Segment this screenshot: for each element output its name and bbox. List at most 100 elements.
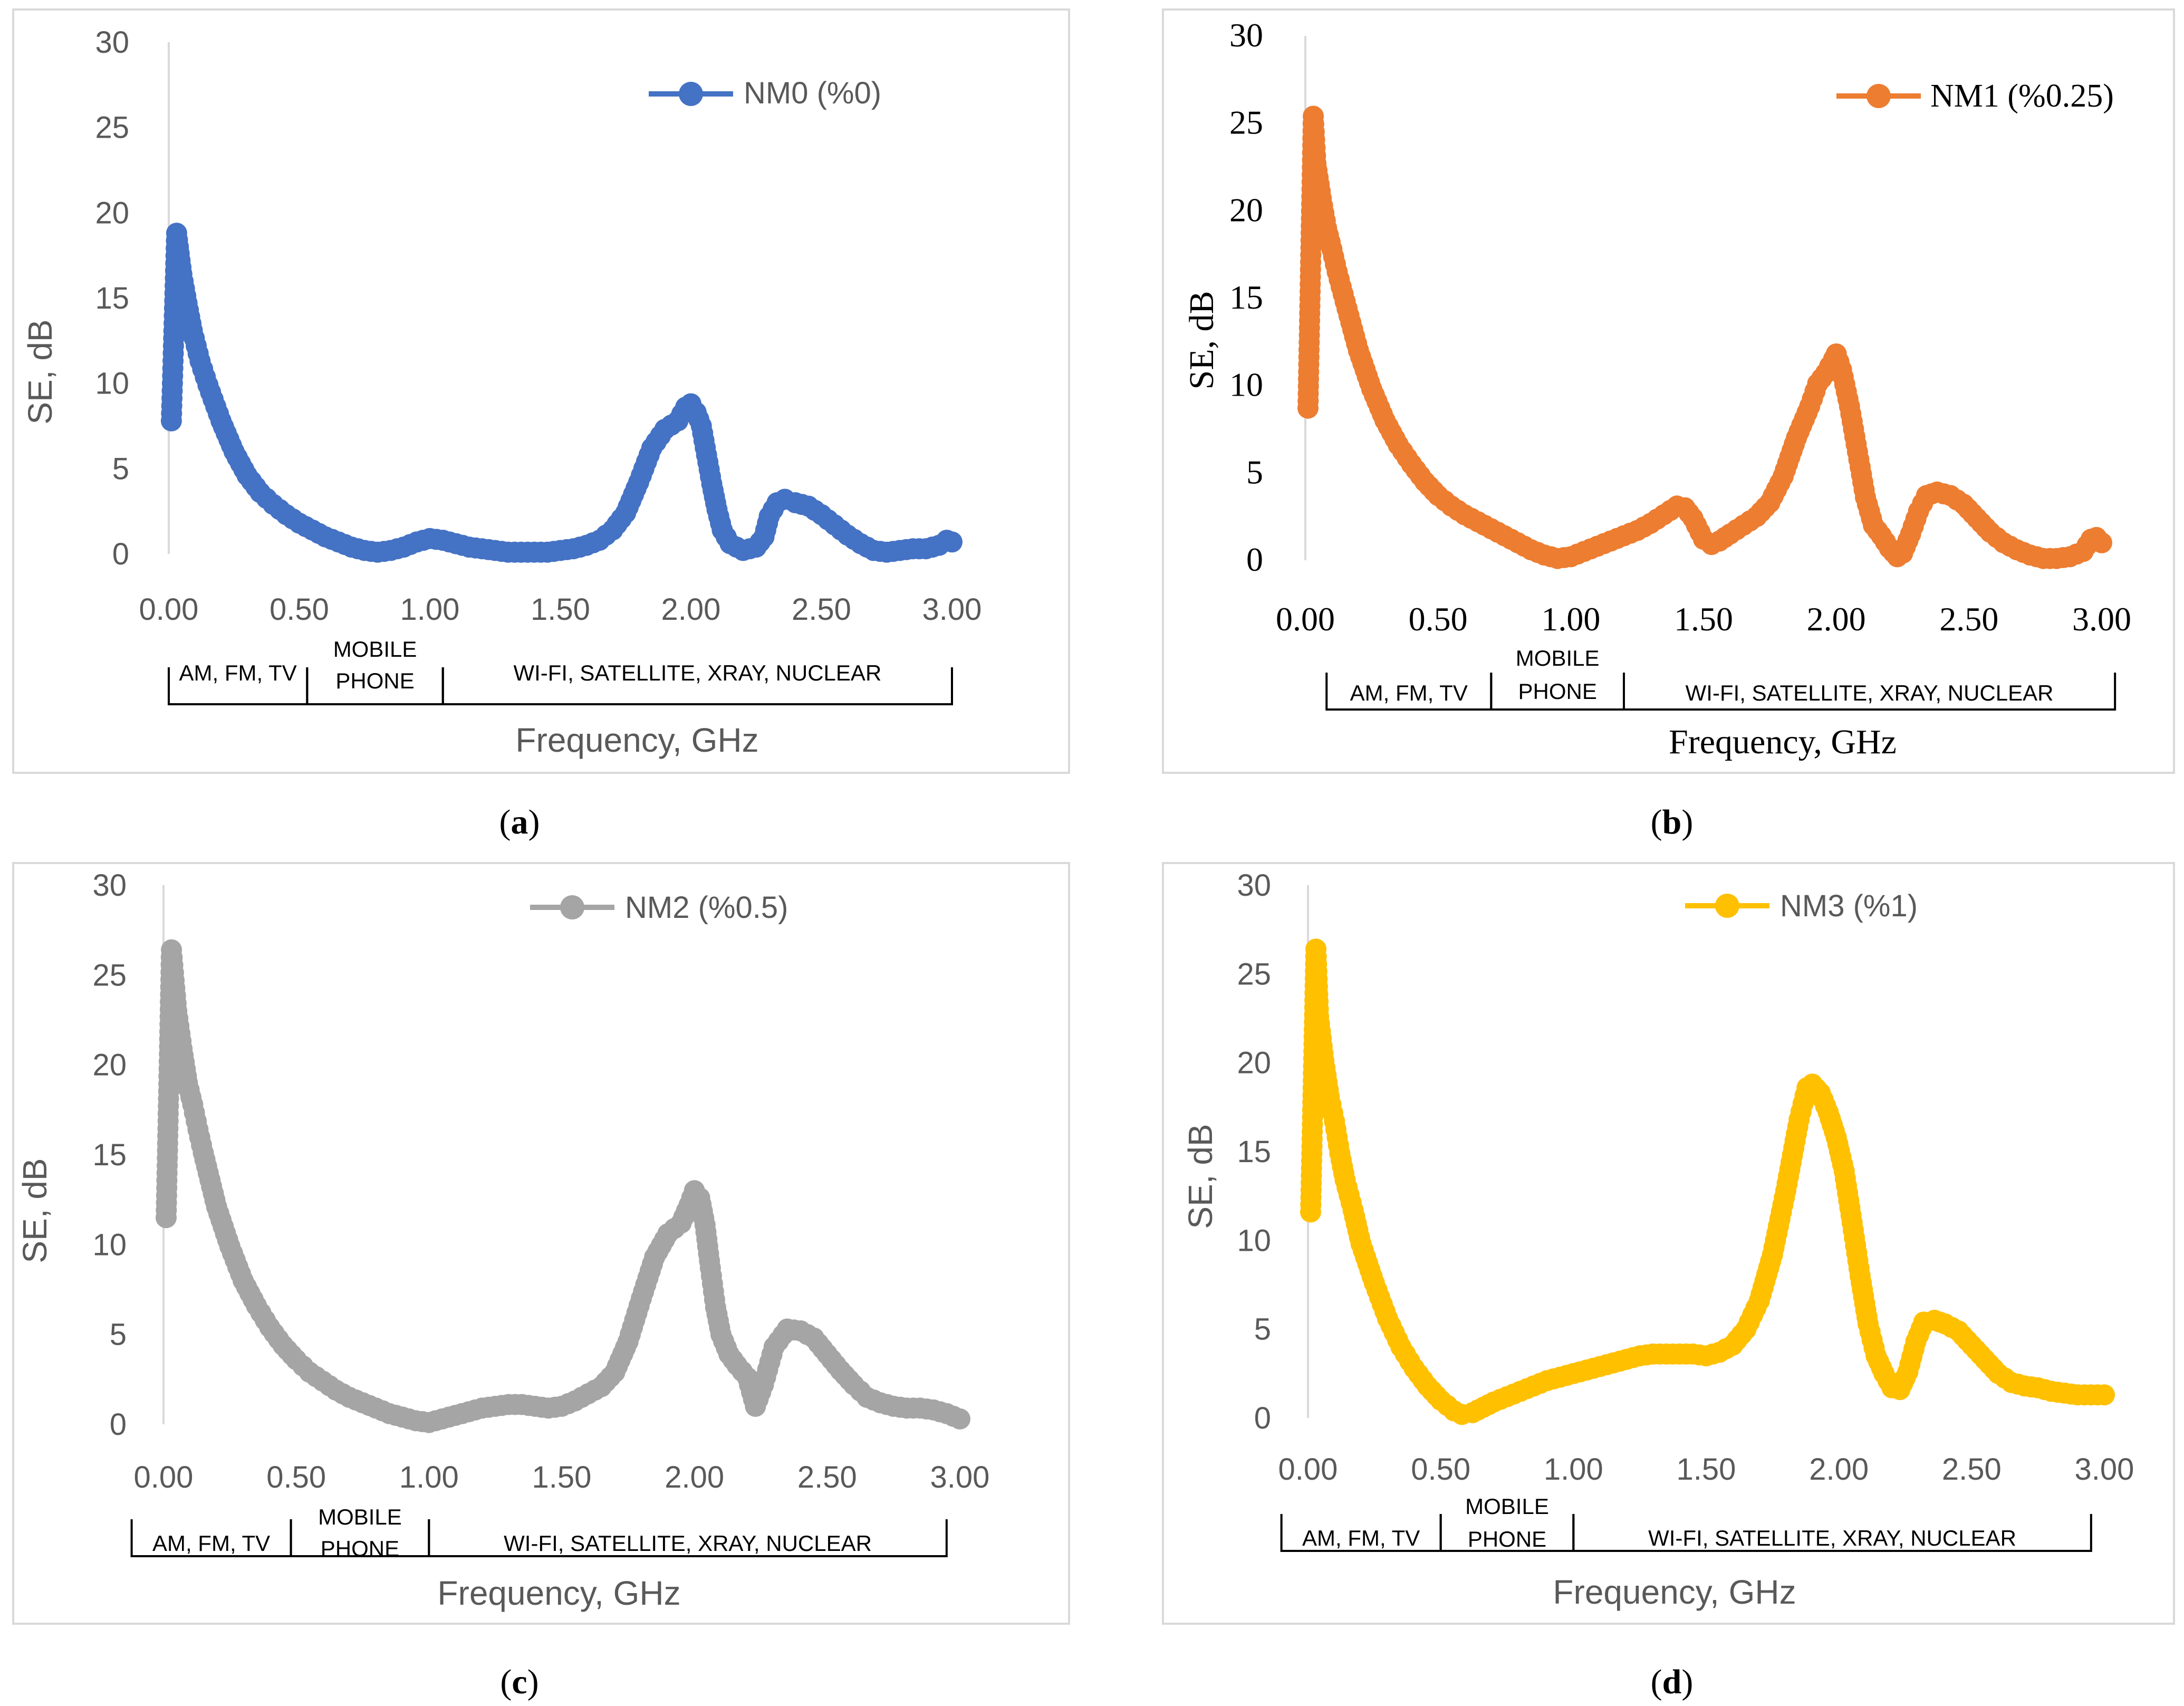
band-label: PHONE [1468,1527,1546,1551]
frequency-bands: AM, FM, TV MOBILE PHONE WI-FI, SATELLITE… [1325,646,2116,711]
data-point [949,1408,970,1430]
band-bracket [428,1519,948,1557]
x-axis-ticks: 0.00 0.50 1.00 1.50 2.00 2.50 3.00 [139,592,982,627]
y-axis-ticks: 0 5 10 15 20 25 30 [92,868,127,1442]
y-tick-label: 0 [1254,1401,1271,1435]
band-bracket [1572,1514,2092,1552]
y-tick-label: 30 [1237,868,1271,903]
legend-label: NM3 (%1) [1780,889,1918,923]
y-tick-label: 25 [1229,104,1263,141]
y-tick-label: 5 [112,452,129,486]
x-tick-label: 0.00 [139,592,199,627]
band-label: PHONE [321,1536,399,1561]
y-tick-label: 0 [1246,541,1263,578]
y-tick-label: 15 [92,1138,127,1172]
y-axis-ticks: 0 5 10 15 20 25 30 [1237,868,1271,1435]
x-tick-label: 1.00 [399,1460,459,1494]
y-tick-label: 20 [1229,191,1263,228]
x-tick-label: 1.50 [1677,1452,1736,1487]
x-tick-label: 1.00 [400,592,460,627]
y-tick-label: 30 [92,868,127,903]
y-tick-label: 10 [92,1228,127,1262]
legend: NM3 (%1) [1685,889,1918,923]
x-axis-ticks: 0.00 0.50 1.00 1.50 2.00 2.50 3.00 [134,1460,990,1494]
panel-caption: (d) [1651,1663,1694,1701]
frequency-bands: AM, FM, TV MOBILE PHONE WI-FI, SATELLITE… [1280,1494,2092,1552]
band-label: WI-FI, SATELLITE, XRAY, NUCLEAR [504,1531,872,1556]
x-tick-label: 0.00 [1276,600,1335,638]
y-axis-label: SE, dB [16,1158,54,1263]
x-tick-label: 0.50 [1409,600,1468,638]
legend-marker-dot [679,82,703,106]
x-tick-label: 1.00 [1541,600,1600,638]
y-tick-label: 5 [1254,1312,1271,1347]
y-tick-label: 30 [1229,16,1263,54]
x-tick-label: 2.50 [1939,600,1998,638]
legend-marker-dot [1866,84,1891,108]
frequency-bands: AM, FM, TV MOBILE PHONE WI-FI, SATELLITE… [168,637,953,705]
legend-label: NM2 (%0.5) [625,890,788,925]
legend: NM1 (%0.25) [1836,78,2114,114]
caption-letter: d [1662,1663,1682,1701]
x-axis-label: Frequency, GHz [437,1574,680,1612]
x-axis-label: Frequency, GHz [1553,1573,1796,1611]
plot-area [160,223,963,563]
y-tick-label: 5 [110,1318,127,1352]
x-tick-label: 2.00 [1809,1452,1869,1487]
x-tick-label: 0.50 [1411,1452,1470,1487]
chart-border [12,8,1070,774]
x-tick-label: 1.50 [1674,600,1733,638]
band-label: WI-FI, SATELLITE, XRAY, NUCLEAR [513,660,881,685]
plot-area [1300,938,2115,1425]
y-tick-label: 15 [1237,1135,1271,1169]
x-tick-label: 2.50 [1942,1452,2002,1487]
x-tick-label: 0.00 [1278,1452,1338,1487]
panel-caption: (c) [500,1663,538,1701]
y-tick-label: 5 [1246,453,1263,491]
y-tick-label: 0 [110,1407,127,1442]
x-tick-label: 2.00 [661,592,721,627]
y-tick-label: 25 [95,111,129,145]
caption-letter: a [511,803,528,841]
x-tick-label: 0.00 [134,1460,194,1494]
chart-panel-a: NM0 (%0) 0 5 10 15 20 25 30 0.00 0.50 1.… [12,8,1070,841]
legend-label: NM0 (%0) [744,76,881,110]
chart-border [12,862,1070,1625]
x-tick-label: 0.50 [266,1460,326,1494]
data-point [2091,532,2112,553]
x-tick-label: 2.50 [797,1460,857,1494]
data-point [2094,1384,2115,1406]
legend-marker-dot [1715,894,1739,918]
x-axis-label: Frequency, GHz [515,721,758,759]
caption-letter: c [512,1663,527,1701]
x-tick-label: 1.00 [1544,1452,1603,1487]
x-tick-label: 1.50 [531,592,590,627]
x-axis-ticks: 0.00 0.50 1.00 1.50 2.00 2.50 3.00 [1276,600,2131,638]
y-tick-label: 25 [92,958,127,992]
legend: NM0 (%0) [649,76,881,110]
x-tick-label: 2.00 [665,1460,724,1494]
band-label: PHONE [1518,679,1596,704]
x-tick-label: 3.00 [922,592,982,627]
x-tick-label: 2.50 [792,592,851,627]
y-tick-label: 25 [1237,957,1271,991]
band-label: MOBILE [1465,1494,1549,1519]
legend: NM2 (%0.5) [530,890,788,925]
y-axis-ticks: 0 5 10 15 20 25 30 [1229,16,1263,578]
chart-panel-c: NM2 (%0.5) 0 5 10 15 20 25 30 0.00 0.50 … [12,862,1070,1701]
band-label: WI-FI, SATELLITE, XRAY, NUCLEAR [1686,681,2054,705]
chart-panel-d: NM3 (%1) 0 5 10 15 20 25 30 0.00 0.50 1.… [1162,862,2175,1701]
x-axis-ticks: 0.00 0.50 1.00 1.50 2.00 2.50 3.00 [1278,1452,2134,1487]
y-axis-label: SE, dB [1182,291,1221,389]
y-tick-label: 15 [95,281,129,315]
chart-border [1162,8,2175,774]
y-tick-label: 30 [95,25,129,60]
x-tick-label: 3.00 [930,1460,990,1494]
y-tick-label: 10 [95,367,129,401]
chart-border [1162,862,2175,1625]
legend-marker-dot [560,895,584,919]
x-tick-label: 3.00 [2072,600,2131,638]
panel-caption: (a) [499,803,540,841]
x-axis-label: Frequency, GHz [1669,723,1897,761]
